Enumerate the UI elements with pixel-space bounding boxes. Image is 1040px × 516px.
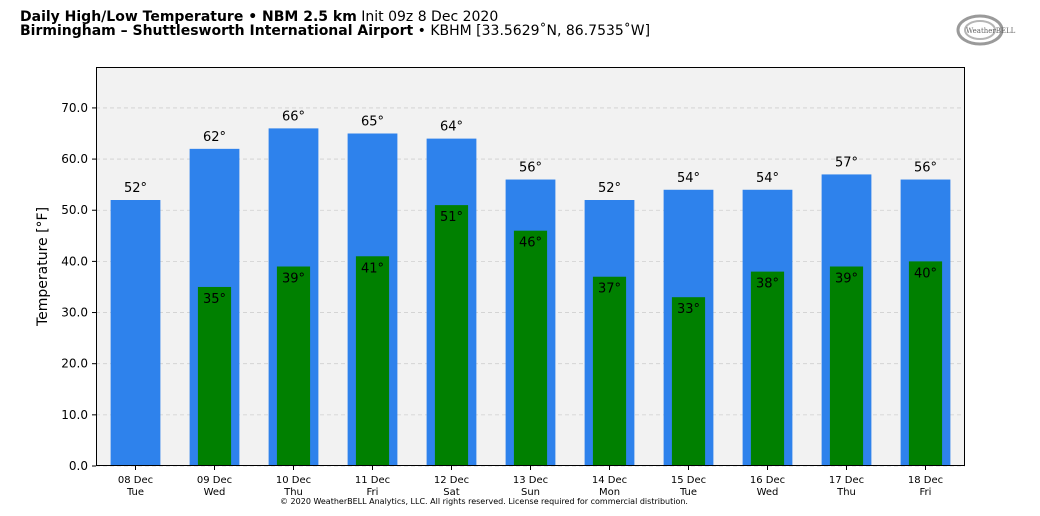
x-tick-date: 11 Dec (355, 475, 390, 486)
x-tick-day: Fri (367, 487, 379, 498)
high-temp-label: 52° (598, 181, 621, 196)
high-temp-label: 62° (203, 130, 226, 145)
high-temp-label: 65° (361, 115, 384, 130)
high-temp-label: 66° (282, 109, 305, 124)
x-tick-date: 08 Dec (118, 475, 153, 486)
x-tick-day: Thu (283, 487, 303, 498)
x-tick-day: Wed (204, 487, 226, 498)
y-tick-label: 40.0 (61, 254, 88, 268)
init-time: Init 09z 8 Dec 2020 (361, 9, 499, 25)
x-tick-day: Tue (126, 487, 144, 498)
high-temp-label: 54° (677, 171, 700, 186)
high-temp-label: 54° (756, 171, 779, 186)
y-tick-label: 20.0 (61, 357, 88, 371)
x-tick-day: Fri (920, 487, 932, 498)
bar-group (110, 128, 951, 467)
x-tick-date: 18 Dec (908, 475, 943, 486)
low-temp-label: 39° (835, 272, 858, 287)
x-tick-day: Sun (521, 487, 540, 498)
weatherbell-logo: WeatherBELL (956, 13, 1020, 47)
location-name: Birmingham – Shuttlesworth International… (20, 23, 414, 39)
low-temp-label: 39° (282, 272, 305, 287)
y-tick-label: 70.0 (61, 101, 88, 115)
y-axis-label: Temperature [°F] (35, 207, 51, 327)
low-temp-bar (671, 297, 706, 466)
location-line: Birmingham – Shuttlesworth International… (20, 23, 650, 39)
low-temp-bar (513, 230, 548, 466)
low-temp-label: 41° (361, 261, 384, 276)
x-tick-day: Thu (836, 487, 856, 498)
low-temp-label: 51° (440, 210, 463, 225)
low-temp-label: 35° (203, 292, 226, 307)
high-temp-label: 52° (124, 181, 147, 196)
x-tick-date: 14 Dec (592, 475, 627, 486)
low-temp-bar (592, 276, 627, 466)
x-tick-date: 16 Dec (750, 475, 785, 486)
x-tick-date: 15 Dec (671, 475, 706, 486)
low-temp-bar (829, 266, 864, 466)
low-temp-label: 46° (519, 236, 542, 251)
plot-frame (96, 67, 965, 466)
low-temp-label: 33° (677, 302, 700, 317)
low-temp-bar (197, 286, 232, 466)
logo-text: WeatherBELL (966, 27, 1016, 35)
x-tick-day: Mon (599, 487, 620, 498)
y-tick-label: 60.0 (61, 152, 88, 166)
x-tick-date: 17 Dec (829, 475, 864, 486)
copyright-notice: © 2020 WeatherBELL Analytics, LLC. All r… (280, 497, 688, 506)
low-temp-bar (355, 256, 390, 466)
low-temp-bar (276, 266, 311, 466)
station-info: • KBHM [33.5629˚N, 86.7535˚W] (417, 23, 651, 39)
low-temp-label: 37° (598, 282, 621, 297)
x-tick-day: Sat (443, 487, 459, 498)
weatherbell-logo-icon: WeatherBELL (956, 14, 1016, 46)
chart-title-line: Daily High/Low Temperature • NBM 2.5 km … (20, 9, 498, 25)
x-tick-date: 10 Dec (276, 475, 311, 486)
y-tick-label: 0.0 (69, 459, 88, 473)
x-tick-day: Wed (757, 487, 779, 498)
high-temp-label: 64° (440, 120, 463, 135)
chart-title: Daily High/Low Temperature • NBM 2.5 km (20, 9, 357, 25)
bar-label-group: 52° 62° 35° 66° 39° 65° 41° 64° 51° 56° 46° 52° 37° 5… (124, 109, 937, 317)
high-temp-label: 56° (519, 161, 542, 176)
x-tick-day: Tue (679, 487, 697, 498)
y-tick-label: 30.0 (61, 306, 88, 320)
y-tick-label: 10.0 (61, 408, 88, 422)
y-tick-label: 50.0 (61, 203, 88, 217)
low-temp-label: 38° (756, 277, 779, 292)
low-temp-bar (908, 261, 943, 466)
x-tick-date: 13 Dec (513, 475, 548, 486)
low-temp-label: 40° (914, 266, 937, 281)
high-temp-label: 57° (835, 155, 858, 170)
high-temp-label: 56° (914, 161, 937, 176)
high-temp-bar (110, 200, 161, 466)
x-tick-date: 09 Dec (197, 475, 232, 486)
low-temp-bar (434, 205, 469, 466)
x-tick-date: 12 Dec (434, 475, 469, 486)
y-axis: 0.0 10.0 20.0 30.0 40.0 50.0 60.0 70.0 (61, 101, 96, 473)
low-temp-bar (750, 271, 785, 466)
